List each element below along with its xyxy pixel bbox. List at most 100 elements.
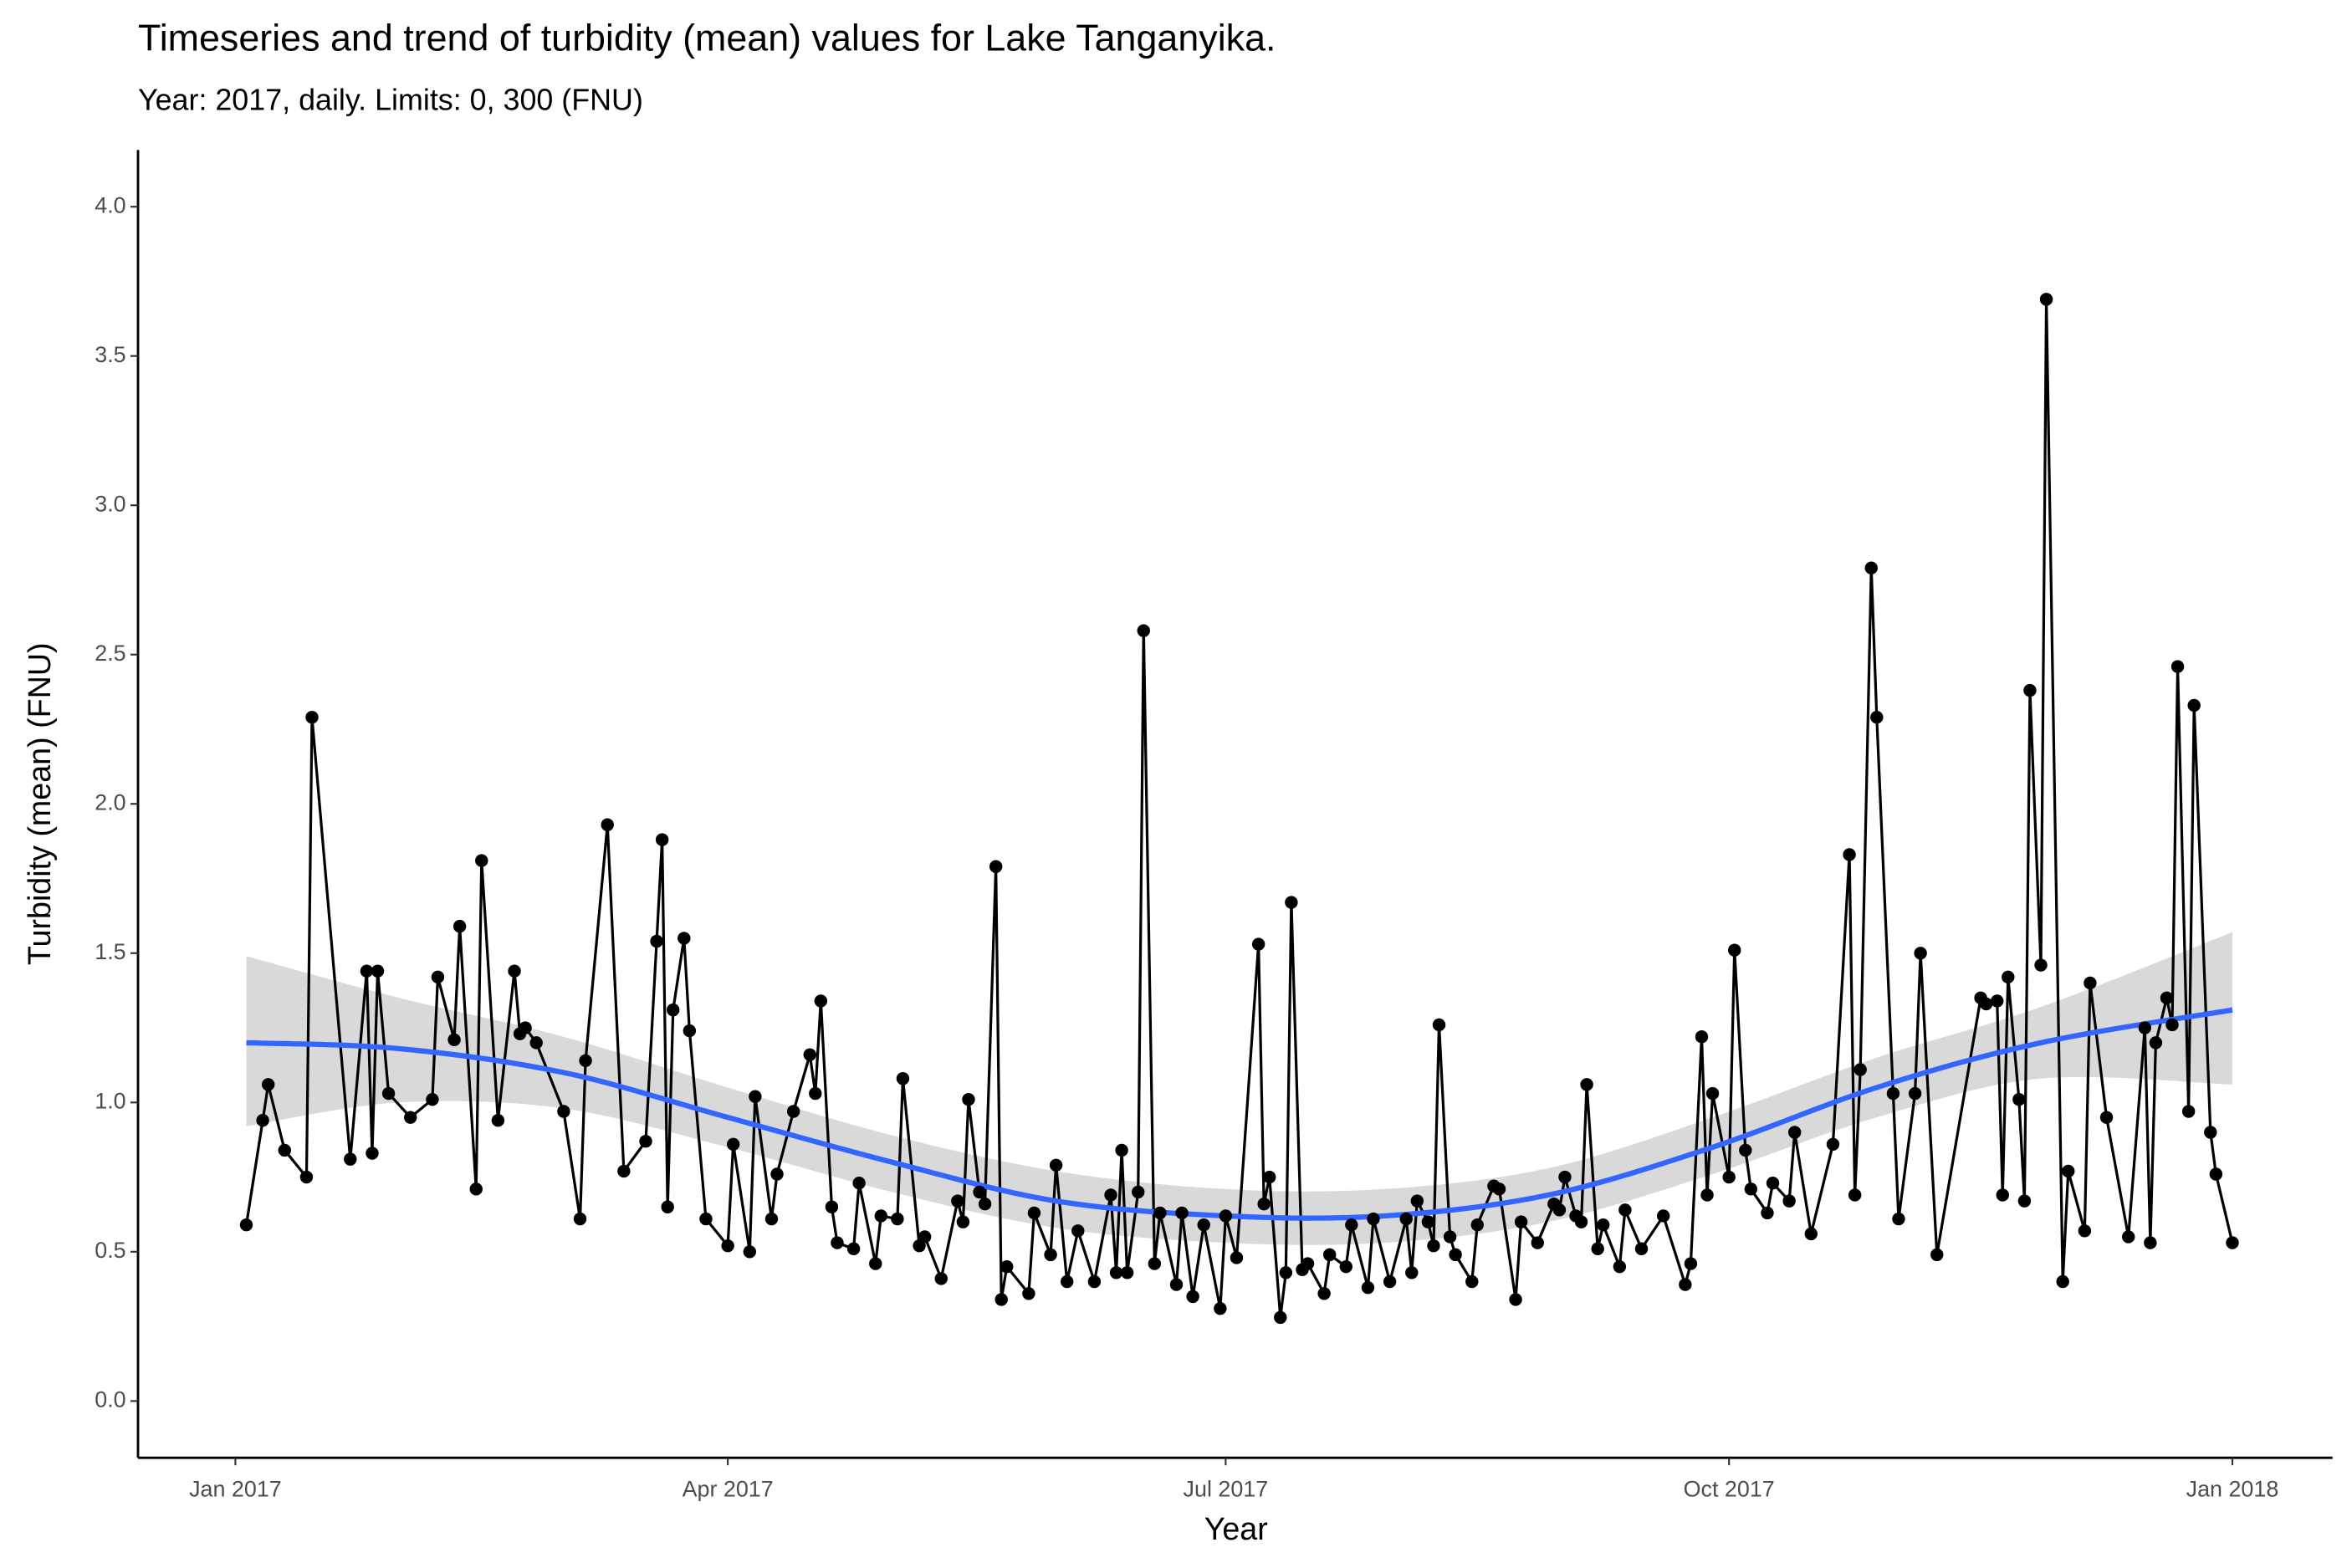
data-point: [1071, 1224, 1085, 1238]
data-point: [404, 1111, 417, 1124]
data-point: [601, 818, 614, 831]
data-point: [366, 1147, 379, 1160]
data-point: [529, 1036, 543, 1050]
data-point: [1279, 1266, 1293, 1279]
data-point: [1826, 1137, 1840, 1151]
data-point: [1591, 1242, 1604, 1255]
data-point: [1597, 1218, 1610, 1232]
data-point: [1427, 1239, 1440, 1253]
data-point: [743, 1245, 757, 1259]
chart-title: Timeseries and trend of turbidity (mean)…: [138, 16, 1276, 59]
data-point: [1339, 1259, 1353, 1274]
data-point: [557, 1105, 570, 1118]
data-point: [1804, 1227, 1818, 1241]
data-point: [2144, 1236, 2157, 1249]
data-point: [261, 1078, 275, 1091]
data-point: [1132, 1185, 1145, 1199]
data-point: [2017, 1194, 2032, 1208]
data-point: [1345, 1218, 1358, 1232]
data-point: [1990, 994, 2004, 1008]
data-point: [2170, 660, 2185, 673]
data-point: [1169, 1278, 1184, 1291]
data-point: [1843, 848, 1856, 861]
y-tick-label: 3.0: [95, 491, 125, 516]
data-point: [1322, 1248, 1337, 1262]
data-point: [2138, 1021, 2152, 1034]
data-point: [344, 1152, 357, 1166]
data-point: [1153, 1206, 1167, 1220]
x-axis-title: Year: [1204, 1511, 1268, 1546]
y-tick-label: 3.5: [95, 342, 125, 367]
data-point: [1449, 1248, 1462, 1262]
y-tick-label: 0.0: [95, 1387, 125, 1412]
data-point: [2099, 1111, 2114, 1124]
data-point: [874, 1209, 888, 1223]
data-point: [1744, 1182, 1758, 1196]
data-point: [1695, 1030, 1709, 1044]
data-point: [447, 1033, 461, 1047]
data-point: [1634, 1242, 1649, 1255]
data-point: [809, 1086, 822, 1101]
data-point: [869, 1257, 882, 1270]
data-point: [2062, 1164, 2075, 1178]
data-point: [1848, 1188, 1862, 1202]
data-point: [1421, 1215, 1435, 1228]
data-point: [2012, 1093, 2026, 1106]
data-point: [1531, 1236, 1544, 1249]
data-point: [1979, 997, 1993, 1011]
data-point: [1197, 1218, 1210, 1232]
data-point: [989, 860, 1003, 873]
data-point: [1186, 1290, 1199, 1304]
data-point: [1399, 1212, 1413, 1226]
data-point: [650, 934, 663, 948]
data-point: [918, 1230, 932, 1244]
data-point: [891, 1212, 904, 1226]
data-point: [677, 932, 691, 945]
data-point: [2226, 1236, 2239, 1249]
data-point: [1361, 1280, 1375, 1295]
data-point: [1782, 1194, 1796, 1208]
data-point: [360, 964, 374, 978]
data-point: [962, 1093, 975, 1106]
data-point: [1492, 1182, 1506, 1196]
data-point: [2034, 958, 2048, 972]
data-point: [1443, 1230, 1457, 1244]
data-point: [1574, 1215, 1588, 1228]
data-point: [825, 1200, 839, 1213]
data-point: [579, 1054, 592, 1068]
y-tick-label: 1.0: [95, 1088, 125, 1113]
data-point: [1465, 1274, 1479, 1289]
data-line: [244, 298, 2234, 1319]
data-point: [803, 1048, 816, 1061]
data-point: [299, 1170, 314, 1184]
data-point: [934, 1272, 948, 1285]
data-point: [896, 1072, 910, 1085]
data-point: [573, 1212, 587, 1226]
data-point: [453, 919, 467, 933]
data-point: [1148, 1257, 1162, 1270]
data-point: [1274, 1310, 1287, 1325]
data-point: [639, 1135, 652, 1148]
data-point: [1766, 1176, 1780, 1190]
data-point: [475, 854, 488, 867]
data-point: [1137, 624, 1150, 637]
data-point: [1514, 1215, 1528, 1228]
x-tick-label: Jan 2018: [2186, 1477, 2279, 1502]
data-point: [1892, 1212, 1905, 1226]
x-tick-label: Jul 2017: [1184, 1477, 1269, 1502]
data-point: [852, 1176, 866, 1190]
y-tick-label: 2.5: [95, 641, 125, 666]
data-point: [1864, 561, 1878, 575]
data-point: [1886, 1086, 1900, 1101]
data-point: [1618, 1203, 1632, 1217]
data-point: [655, 833, 669, 846]
data-point: [1219, 1209, 1233, 1223]
data-point: [469, 1182, 483, 1196]
chart-subtitle: Year: 2017, daily. Limits: 0, 300 (FNU): [138, 83, 643, 116]
data-point: [1870, 711, 1884, 724]
data-point: [1432, 1018, 1446, 1032]
data-point: [2209, 1167, 2223, 1181]
data-point: [431, 970, 445, 984]
data-point: [1684, 1257, 1698, 1270]
